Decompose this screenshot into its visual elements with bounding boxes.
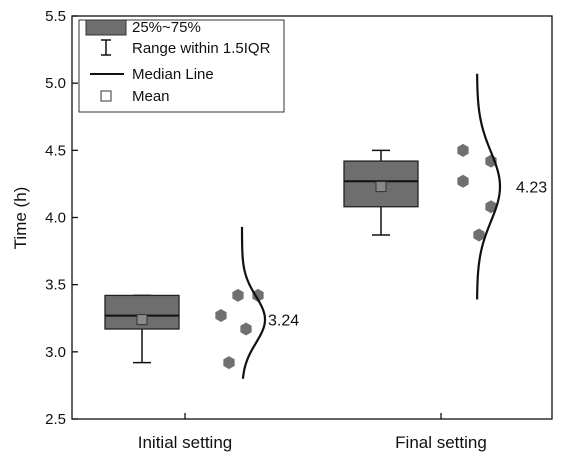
mean-value-label: 3.24 [268, 313, 299, 330]
distribution-curve [240, 226, 267, 379]
x-tick-label: Final setting [395, 433, 487, 452]
legend-box-swatch [85, 19, 127, 36]
data-point [240, 322, 252, 336]
legend-label-box: 25%~75% [132, 19, 201, 36]
data-point [473, 228, 485, 242]
legend: 25%~75% Range within 1.5IQR Median Line … [78, 19, 285, 113]
mean-value-label: 4.23 [516, 180, 547, 197]
box-group-2: 4.23 [343, 73, 547, 300]
data-point [457, 143, 469, 157]
legend-whisker-icon [101, 39, 111, 56]
x-axis-ticks: Initial setting Final setting [138, 413, 487, 452]
y-axis-ticks: 2.5 3.0 3.5 4.0 4.5 5.0 5.5 [45, 8, 78, 428]
legend-label-whisker: Range within 1.5IQR [132, 40, 271, 57]
y-tick-label: 3.0 [45, 344, 66, 361]
data-point [215, 309, 227, 323]
y-tick-label: 2.5 [45, 411, 66, 428]
y-tick-label: 3.5 [45, 277, 66, 294]
data-point [252, 288, 264, 302]
legend-label-mean: Mean [132, 88, 170, 105]
data-point [457, 174, 469, 188]
y-tick-label: 5.5 [45, 8, 66, 25]
legend-label-median: Median Line [132, 66, 214, 83]
y-axis-title: Time (h) [11, 187, 30, 250]
data-point [223, 356, 235, 370]
x-tick-label: Initial setting [138, 433, 233, 452]
data-point [232, 288, 244, 302]
y-tick-label: 4.5 [45, 142, 66, 159]
y-tick-label: 5.0 [45, 75, 66, 92]
mean-marker [375, 181, 387, 193]
box-groups: 3.24 4.23 [104, 73, 547, 379]
y-tick-label: 4.0 [45, 210, 66, 227]
data-point [485, 200, 497, 214]
legend-mean-icon [100, 90, 112, 102]
box-group-1: 3.24 [104, 226, 299, 379]
mean-marker [136, 314, 148, 326]
distribution-curve [476, 73, 502, 300]
